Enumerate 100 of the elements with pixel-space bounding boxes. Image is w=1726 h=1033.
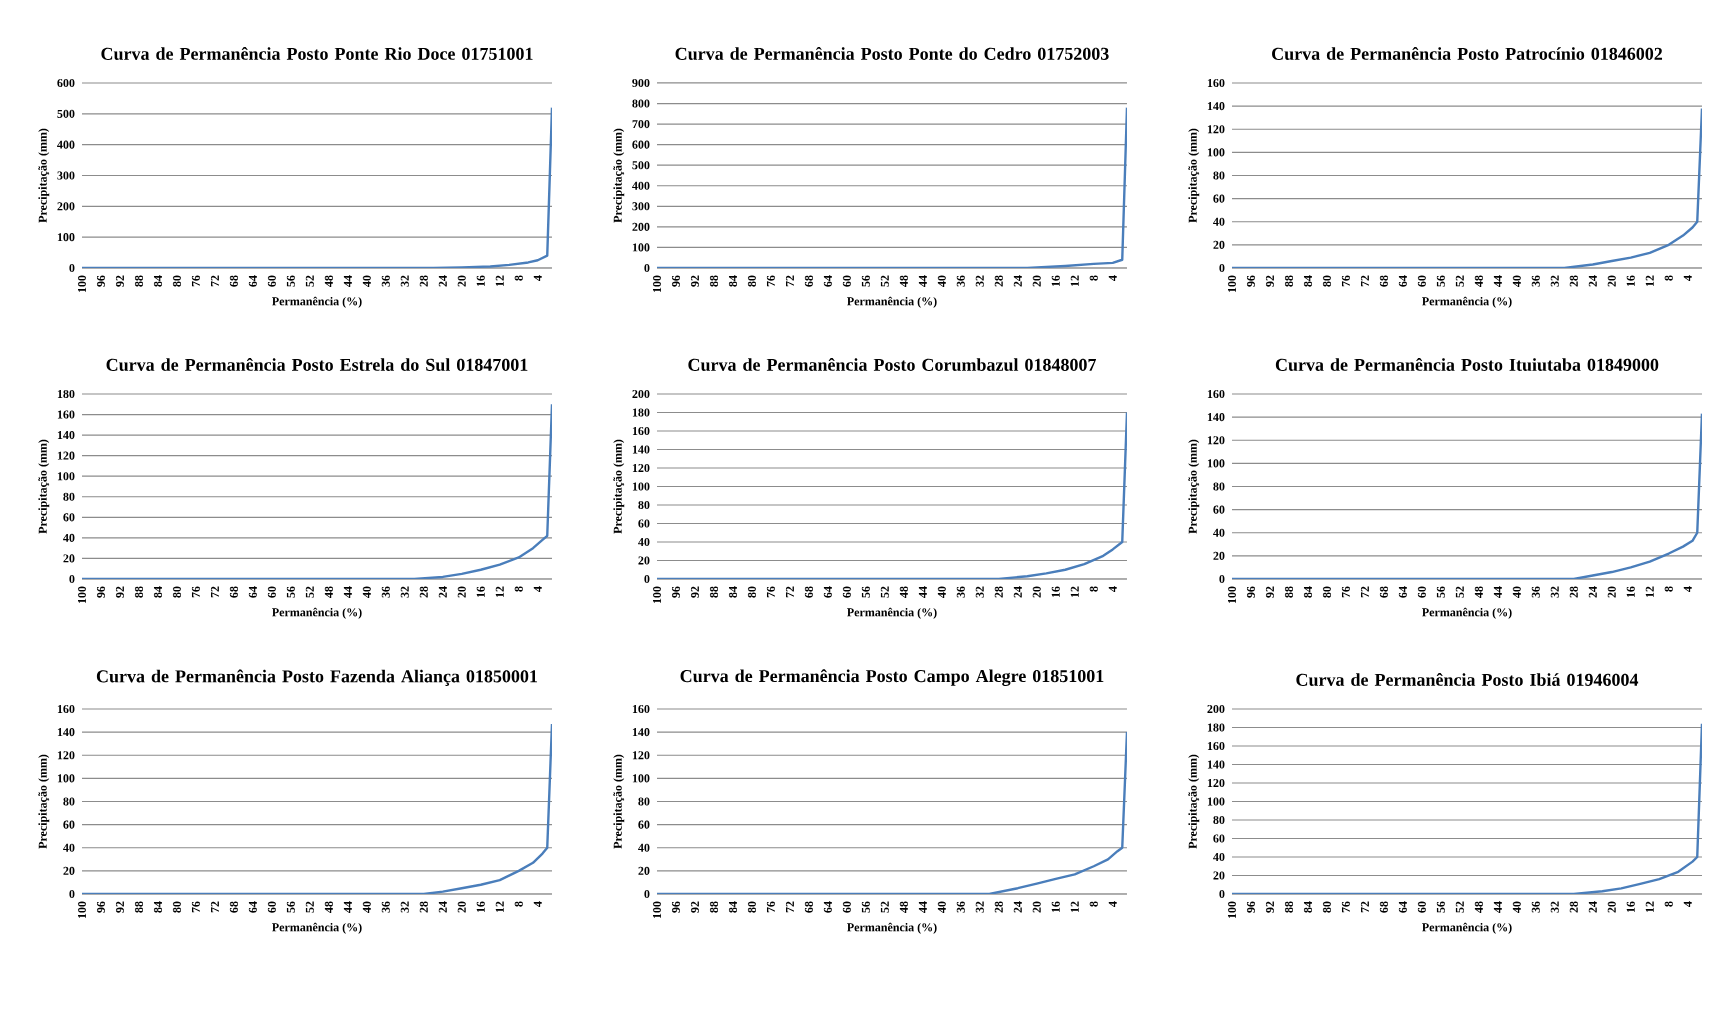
y-tick-label: 0 [69, 263, 75, 273]
x-axis-title: Permanência (%) [272, 922, 362, 934]
x-tick-label: 56 [861, 586, 870, 598]
x-tick-label: 24 [1013, 586, 1022, 598]
x-tick-label: 48 [1474, 901, 1483, 913]
x-tick-label: 92 [690, 901, 700, 913]
y-tick-label: 80 [1213, 171, 1225, 180]
y-tick-label: 120 [632, 463, 650, 473]
x-tick-label: 48 [899, 586, 908, 598]
x-tick-label: 24 [1588, 901, 1597, 913]
x-tick-label: 88 [709, 901, 719, 913]
x-tick-label: 76 [1341, 275, 1350, 287]
x-tick-label: 80 [172, 275, 181, 287]
x-tick-label: 4 [1683, 586, 1692, 592]
y-tick-label: 120 [1207, 436, 1225, 445]
x-tick-label: 48 [324, 901, 333, 913]
x-tick-label: 16 [476, 275, 485, 287]
x-tick-label: 24 [1013, 275, 1022, 287]
x-tick-label: 64 [1398, 275, 1407, 287]
x-tick-label: 60 [842, 586, 851, 598]
x-tick-label: 8 [1664, 586, 1673, 592]
x-tick-label: 88 [709, 586, 719, 598]
x-tick-label: 96 [671, 901, 681, 913]
x-tick-label: 76 [191, 275, 200, 287]
x-tick-label: 84 [153, 901, 163, 913]
x-tick-label: 12 [1645, 901, 1654, 913]
y-tick-label: 20 [1213, 240, 1225, 249]
x-tick-label: 72 [785, 275, 794, 287]
x-tick-label: 88 [1284, 586, 1294, 598]
x-tick-label: 68 [804, 901, 813, 913]
y-tick-label: 140 [632, 445, 650, 454]
y-tick-label: 400 [57, 140, 75, 149]
y-tick-label: 100 [1207, 459, 1225, 468]
x-tick-label: 52 [305, 901, 314, 913]
x-tick-label: 28 [419, 275, 428, 287]
y-tick-label: 0 [644, 889, 650, 899]
x-tick-label: 32 [1550, 586, 1559, 598]
x-tick-label: 24 [438, 586, 447, 598]
x-tick-label: 40 [937, 275, 946, 287]
x-tick-label: 92 [1265, 275, 1275, 287]
y-tick-label: 0 [69, 574, 75, 584]
x-tick-label: 84 [153, 275, 163, 287]
x-tick-label: 16 [1051, 275, 1060, 287]
y-axis-title: Precipitação (mm) [38, 754, 50, 849]
x-tick-label: 52 [305, 586, 314, 598]
y-tick-label: 100 [632, 243, 650, 252]
chart-title: Curva de Permanência Posto Patrocínio 01846002 [1272, 47, 1663, 60]
x-tick-label: 92 [1265, 586, 1275, 598]
x-tick-label: 44 [1493, 586, 1502, 598]
y-tick-label: 140 [1207, 102, 1225, 111]
x-tick-label: 80 [172, 901, 181, 913]
x-tick-label: 16 [1626, 275, 1635, 287]
x-tick-label: 28 [419, 586, 428, 598]
y-tick-label: 40 [638, 537, 650, 547]
x-tick-label: 52 [880, 275, 889, 287]
x-tick-label: 68 [229, 901, 238, 913]
y-axis-title: Precipitação (mm) [38, 439, 50, 534]
x-tick-label: 84 [728, 901, 738, 913]
x-tick-label: 44 [1493, 275, 1502, 287]
x-tick-label: 72 [1360, 275, 1369, 287]
x-tick-label: 4 [1683, 275, 1692, 281]
chart-title: Curva de Permanência Posto Campo Alegre 01851001 [680, 669, 1104, 686]
y-tick-label: 120 [1207, 778, 1225, 788]
x-tick-label: 8 [1089, 901, 1098, 907]
x-tick-label: 44 [343, 901, 352, 913]
x-tick-label: 88 [709, 275, 719, 287]
x-tick-label: 36 [1531, 275, 1540, 287]
chart-title: Curva de Permanência Posto Estrela do Sul 01847001 [106, 358, 528, 371]
y-tick-label: 80 [638, 500, 650, 510]
x-tick-label: 96 [671, 586, 681, 598]
x-tick-label: 76 [766, 586, 775, 598]
y-tick-label: 60 [63, 820, 75, 829]
x-tick-label: 28 [994, 586, 1003, 598]
y-tick-label: 40 [63, 533, 75, 542]
x-tick-label: 24 [438, 901, 447, 913]
y-axis-title: Precipitação (mm) [613, 754, 625, 849]
y-tick-label: 60 [1213, 834, 1225, 843]
x-tick-label: 20 [1032, 586, 1041, 598]
x-tick-label: 96 [1246, 275, 1256, 287]
y-tick-label: 100 [57, 774, 75, 783]
x-tick-label: 40 [1512, 901, 1521, 913]
x-tick-label: 12 [1645, 586, 1654, 598]
x-tick-label: 76 [1341, 901, 1350, 913]
y-tick-label: 200 [632, 389, 650, 399]
x-tick-label: 32 [1550, 275, 1559, 287]
x-axis-title: Permanência (%) [272, 296, 362, 308]
x-tick-label: 88 [1284, 901, 1294, 913]
x-tick-label: 48 [324, 275, 333, 287]
x-tick-label: 84 [728, 586, 738, 598]
y-tick-label: 180 [632, 408, 650, 417]
x-tick-label: 64 [248, 586, 257, 598]
x-tick-label: 20 [1032, 275, 1041, 287]
x-tick-label: 40 [1512, 275, 1521, 287]
y-axis-title: Precipitação (mm) [613, 128, 625, 223]
x-tick-label: 40 [362, 275, 371, 287]
x-tick-label: 96 [96, 275, 106, 287]
x-tick-label: 44 [918, 901, 927, 913]
x-tick-label: 44 [918, 586, 927, 598]
x-tick-label: 12 [1070, 586, 1079, 598]
y-tick-label: 100 [632, 774, 650, 783]
